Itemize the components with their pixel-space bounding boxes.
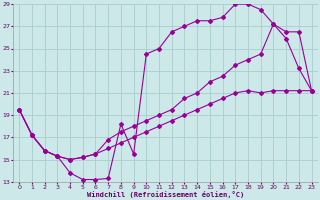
- X-axis label: Windchill (Refroidissement éolien,°C): Windchill (Refroidissement éolien,°C): [87, 191, 244, 198]
